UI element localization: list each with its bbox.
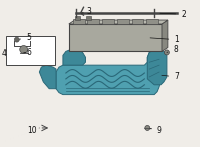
Text: 10: 10 bbox=[27, 126, 39, 135]
Circle shape bbox=[145, 126, 150, 130]
Text: 2: 2 bbox=[160, 10, 186, 19]
Bar bbox=[87, 19, 99, 24]
Text: 4: 4 bbox=[2, 49, 6, 58]
Polygon shape bbox=[56, 49, 161, 95]
Text: 3: 3 bbox=[82, 7, 91, 16]
Polygon shape bbox=[147, 49, 167, 85]
Polygon shape bbox=[63, 49, 85, 65]
Polygon shape bbox=[69, 20, 168, 24]
Circle shape bbox=[20, 46, 28, 53]
Bar bbox=[102, 19, 114, 24]
Polygon shape bbox=[162, 20, 168, 51]
Bar bbox=[69, 24, 162, 51]
Text: 8: 8 bbox=[167, 45, 178, 54]
Text: 7: 7 bbox=[162, 72, 179, 81]
Circle shape bbox=[164, 50, 169, 55]
Circle shape bbox=[14, 37, 19, 42]
Bar bbox=[73, 19, 85, 24]
Bar bbox=[146, 19, 158, 24]
Bar bbox=[117, 19, 129, 24]
Polygon shape bbox=[39, 65, 56, 89]
Text: 5: 5 bbox=[20, 33, 31, 42]
Bar bbox=[86, 16, 91, 20]
Bar bbox=[6, 36, 55, 65]
Bar bbox=[132, 19, 143, 24]
Text: 1: 1 bbox=[150, 35, 179, 44]
Text: 9: 9 bbox=[150, 126, 162, 135]
Bar bbox=[75, 16, 80, 20]
Text: 6: 6 bbox=[24, 48, 31, 57]
